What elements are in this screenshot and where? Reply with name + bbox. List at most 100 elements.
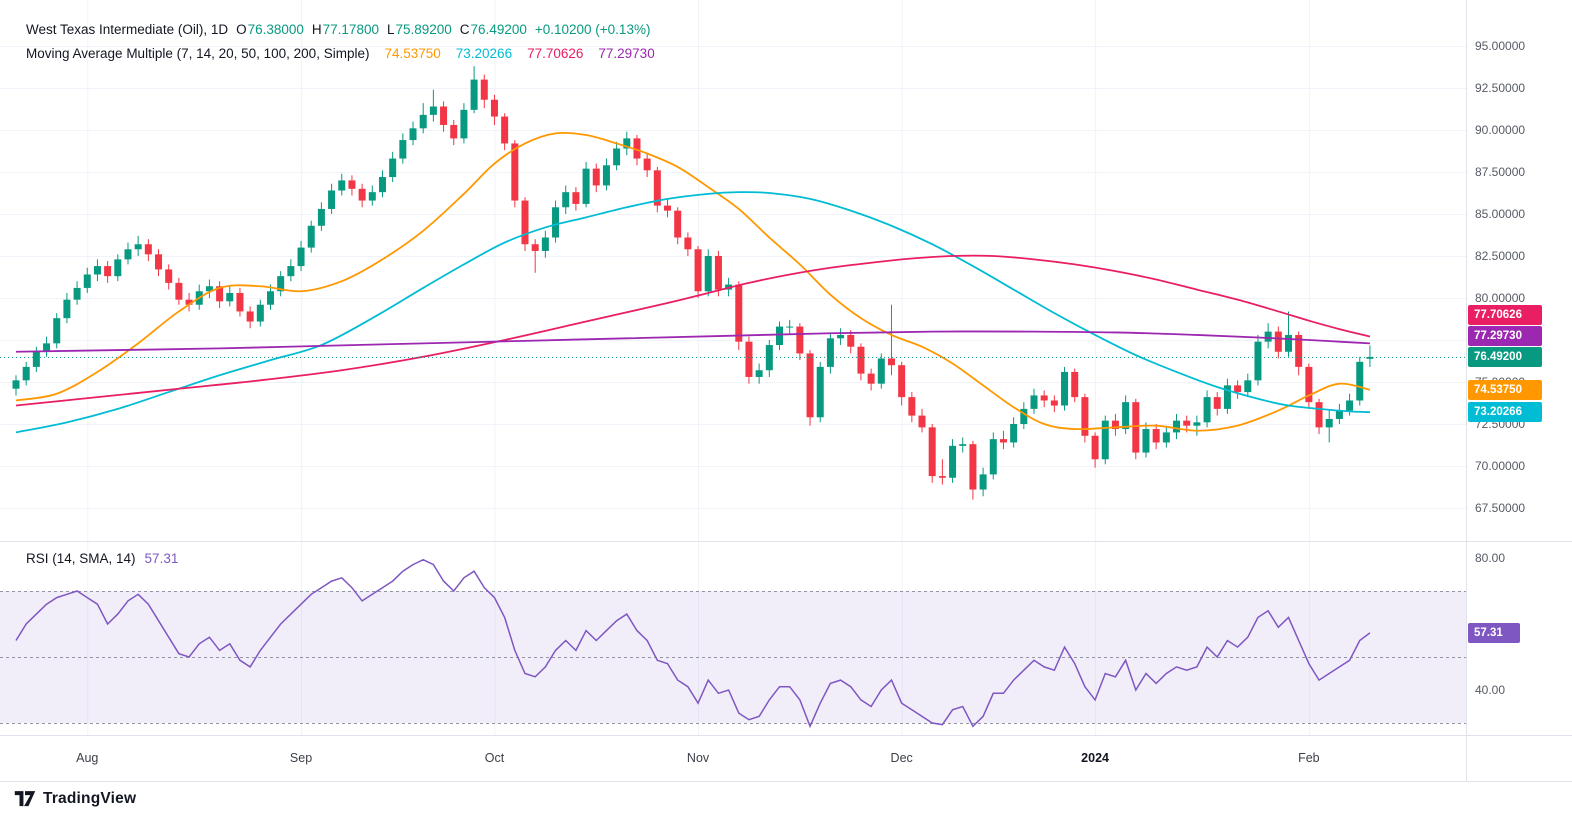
time-axis-label: Sep <box>289 751 313 765</box>
ohlc-value: 77.17800 <box>322 22 379 37</box>
candle-body <box>368 192 376 201</box>
candle-body <box>541 237 549 251</box>
candle-body <box>806 353 814 418</box>
candle-body <box>1162 432 1170 443</box>
candle-body <box>704 256 712 292</box>
candle-body <box>776 326 783 346</box>
candle-body <box>1325 418 1333 428</box>
candle-body <box>694 249 702 292</box>
price-axis[interactable]: 95.00000 92.50000 90.00000 87.50000 85.00000… <box>1467 0 1572 782</box>
candle-body <box>124 249 132 260</box>
time-axis[interactable]: Aug Sep Oct Nov Dec 2024 Feb <box>0 741 1466 775</box>
symbol-legend[interactable]: West Texas Intermediate (Oil), 1D O76.380… <box>26 22 650 37</box>
price-change: +0.10200 (+0.13%) <box>534 22 651 37</box>
candle-body <box>104 266 112 277</box>
candle-body <box>165 269 173 283</box>
price-axis-label: 87.50000 <box>1475 165 1526 179</box>
ohlc-key: C <box>459 22 470 37</box>
candle-body <box>501 116 509 144</box>
candle-body <box>684 237 692 250</box>
candle-body <box>1061 371 1069 406</box>
ma-line-sma-200 <box>15 330 1370 353</box>
price-tag-sma-100: 77.70626 <box>1468 304 1542 325</box>
rsi-indicator-legend[interactable]: RSI (14, SMA, 14) 57.31 <box>26 551 178 566</box>
candle-body <box>908 397 916 416</box>
ma-line-sma-20 <box>15 131 1371 432</box>
rsi-indicator-title: RSI (14, SMA, 14) <box>26 551 136 566</box>
candle-body <box>1010 424 1018 443</box>
ohlc-value: 75.89200 <box>395 22 452 37</box>
candle-body <box>989 439 997 475</box>
candle-body <box>816 366 824 418</box>
price-axis-label: 70.00000 <box>1475 459 1526 473</box>
candle-body <box>1020 408 1028 424</box>
candle-body <box>134 244 142 250</box>
candle-body <box>12 380 20 389</box>
candle-body <box>979 474 987 490</box>
price-axis-label: 92.50000 <box>1475 81 1526 95</box>
price-axis-label: 85.00000 <box>1475 207 1526 221</box>
candle-body <box>1366 356 1374 359</box>
candle-body <box>867 373 875 384</box>
candle-body <box>928 427 936 477</box>
candle-body <box>1213 397 1221 409</box>
candle-body <box>602 165 610 186</box>
candle-body <box>938 476 946 478</box>
ma-line-sma-50 <box>15 191 1370 434</box>
candle-body <box>674 210 682 238</box>
candle-body <box>531 244 539 251</box>
candle-body <box>664 205 672 211</box>
candle-body <box>338 180 346 191</box>
candle-body <box>450 124 458 139</box>
candle-body <box>633 138 641 159</box>
candle-body <box>490 99 498 117</box>
candle-body <box>429 106 437 115</box>
candle-body <box>63 299 71 319</box>
candle-body <box>1101 420 1109 460</box>
candle-body <box>93 266 101 275</box>
time-axis-label: Feb <box>1298 751 1320 765</box>
candle-body <box>32 351 40 367</box>
candle-body <box>745 341 753 377</box>
candle-body <box>1254 341 1262 381</box>
candle-body <box>755 370 763 377</box>
candle-body <box>887 358 895 366</box>
candle-body <box>511 143 519 201</box>
candle-body <box>1285 334 1292 352</box>
price-tag-sma-50: 73.20266 <box>1468 402 1542 423</box>
candle-body <box>246 311 254 322</box>
candle-body <box>1315 402 1323 428</box>
ohlc-key: L <box>386 22 395 37</box>
candle-body <box>175 282 183 300</box>
candle-body <box>256 304 264 322</box>
candle-body <box>643 158 651 171</box>
candle-body <box>277 276 285 292</box>
ohlc-key: O <box>236 22 247 37</box>
price-axis-label: 82.50000 <box>1475 249 1526 263</box>
ma-indicator-legend[interactable]: Moving Average Multiple (7, 14, 20, 50, … <box>26 46 655 61</box>
candle-body <box>53 318 61 344</box>
candle-body <box>1152 429 1160 443</box>
time-axis-label: Aug <box>76 751 99 765</box>
candle-body <box>1111 420 1119 430</box>
time-axis-label: Oct <box>484 751 505 765</box>
candle-body <box>857 346 865 374</box>
price-axis-label: 95.00000 <box>1475 39 1526 53</box>
candle-body <box>582 168 590 204</box>
price-axis-label: 90.00000 <box>1475 123 1526 137</box>
candle-body <box>267 291 274 305</box>
price-tag-sma-20: 74.53750 <box>1468 379 1542 400</box>
current-price-tag: 76.49200 <box>1468 346 1542 367</box>
candle-body <box>1264 331 1272 342</box>
ohlc-value: 76.49200 <box>470 22 527 37</box>
candle-body <box>440 106 448 125</box>
price-tag-sma-200: 77.29730 <box>1468 325 1542 346</box>
ma-line-sma-100 <box>15 254 1371 407</box>
candle-body <box>399 140 407 159</box>
tradingview-attribution[interactable]: TradingView <box>14 789 136 809</box>
candle-body <box>205 286 213 292</box>
candle-body <box>1274 331 1282 352</box>
candle-body <box>185 299 193 305</box>
candle-body <box>43 343 51 352</box>
